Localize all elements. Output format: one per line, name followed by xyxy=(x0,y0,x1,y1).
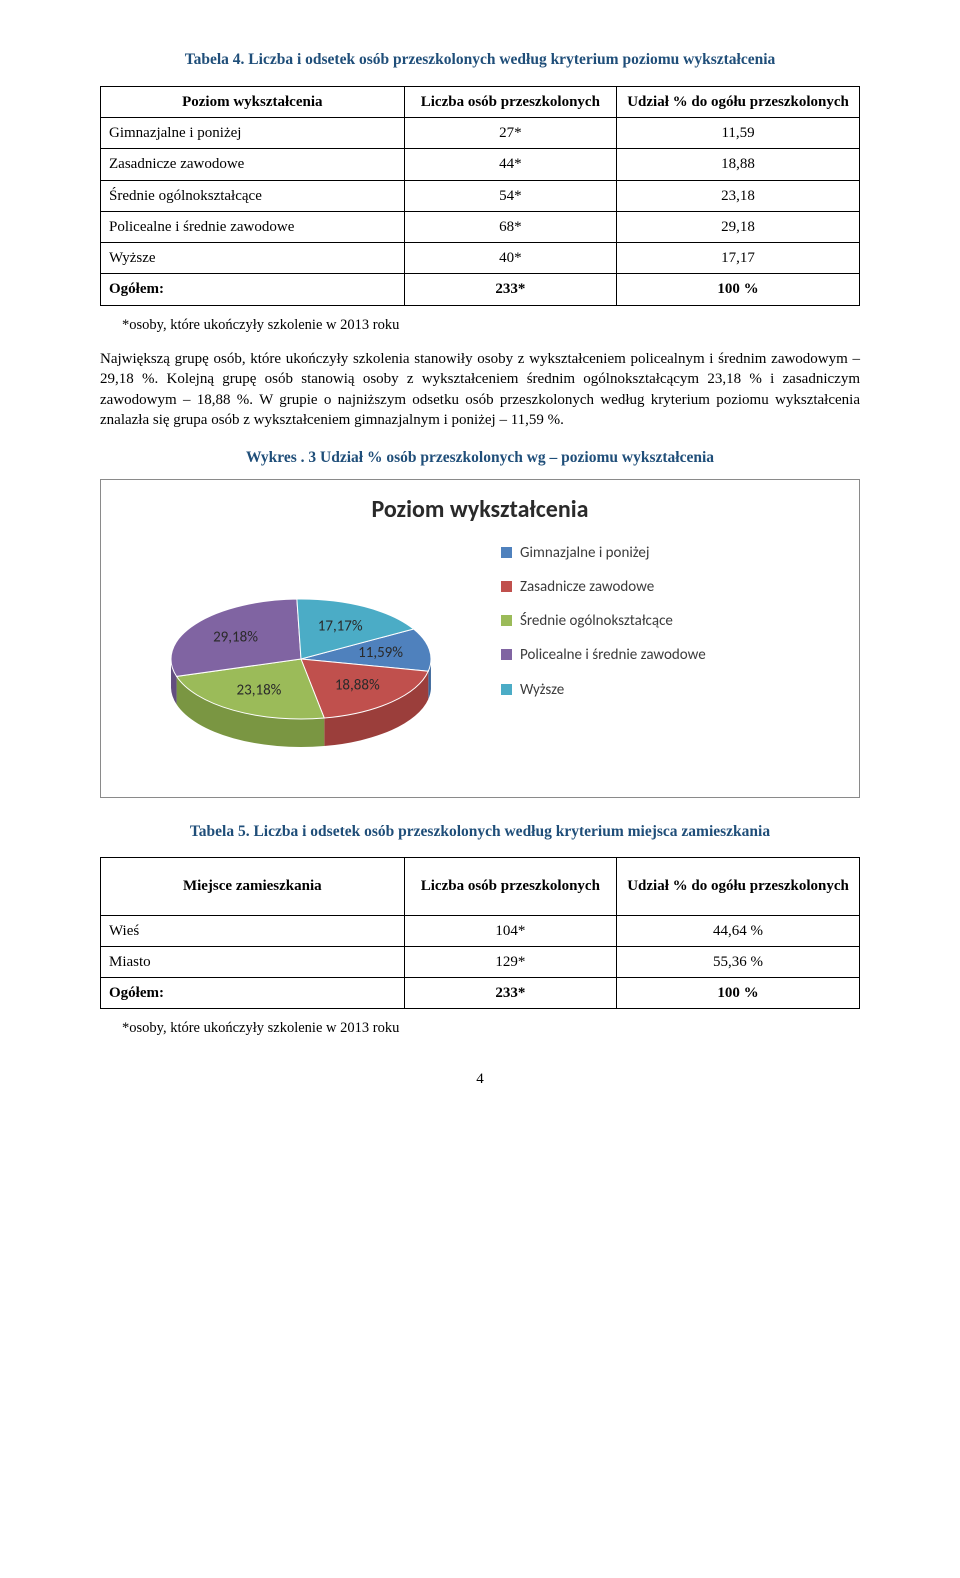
cell-label: Średnie ogólnokształcące xyxy=(101,180,405,211)
legend-swatch xyxy=(501,684,512,695)
analysis-paragraph: Największą grupę osób, które ukończyły s… xyxy=(100,349,860,430)
cell-label: Miasto xyxy=(101,946,405,977)
legend-label: Policealne i średnie zawodowe xyxy=(520,645,706,665)
legend-swatch xyxy=(501,547,512,558)
cell-label: Wieś xyxy=(101,915,405,946)
chart-container: Poziom wykształcenia 11,59% 18,88% 23,18% 2… xyxy=(100,479,860,797)
legend-item: Policealne i średnie zawodowe xyxy=(501,645,839,665)
pie-label: 11,59% xyxy=(358,644,403,662)
cell-count: 104* xyxy=(404,915,617,946)
cell-pct: 29,18 xyxy=(617,211,860,242)
legend-item: Wyższe xyxy=(501,680,839,700)
legend-swatch xyxy=(501,581,512,592)
cell-label: Wyższe xyxy=(101,243,405,274)
cell-count: 129* xyxy=(404,946,617,977)
table4-h2: Udział % do ogółu przeszkolonych xyxy=(617,86,860,117)
legend-item: Gimnazjalne i poniżej xyxy=(501,543,839,563)
table4-h1: Liczba osób przeszkolonych xyxy=(404,86,617,117)
table5-title: Tabela 5. Liczba i odsetek osób przeszko… xyxy=(100,822,860,843)
cell-count: 40* xyxy=(404,243,617,274)
table5: Miejsce zamieszkania Liczba osób przeszk… xyxy=(100,857,860,1009)
legend-label: Wyższe xyxy=(520,680,564,700)
cell-pct: 23,18 xyxy=(617,180,860,211)
legend-swatch xyxy=(501,649,512,660)
table-row: Wyższe40*17,17 xyxy=(101,243,860,274)
cell-label: Policealne i średnie zawodowe xyxy=(101,211,405,242)
cell-pct: 18,88 xyxy=(617,149,860,180)
cell-pct: 100 % xyxy=(617,274,860,305)
legend-label: Zasadnicze zawodowe xyxy=(520,577,654,597)
page-number: 4 xyxy=(100,1069,860,1089)
pie-label: 23,18% xyxy=(237,681,282,699)
pie-label: 18,88% xyxy=(335,676,380,694)
chart-legend: Gimnazjalne i poniżej Zasadnicze zawodowe… xyxy=(501,543,839,714)
table-row: Miasto129*55,36 % xyxy=(101,946,860,977)
table4-footnote: *osoby, które ukończyły szkolenie w 2013… xyxy=(122,316,860,336)
table-row: Wieś104*44,64 % xyxy=(101,915,860,946)
table5-footnote: *osoby, które ukończyły szkolenie w 2013… xyxy=(122,1019,860,1039)
legend-item: Średnie ogólnokształcące xyxy=(501,611,839,631)
cell-count: 27* xyxy=(404,118,617,149)
legend-swatch xyxy=(501,615,512,626)
table4: Poziom wykształcenia Liczba osób przeszk… xyxy=(100,86,860,306)
cell-label: Ogółem: xyxy=(101,978,405,1009)
cell-count: 233* xyxy=(404,978,617,1009)
chart-inner-title: Poziom wykształcenia xyxy=(121,494,839,526)
cell-label: Ogółem: xyxy=(101,274,405,305)
cell-pct: 17,17 xyxy=(617,243,860,274)
table-row: Ogółem:233*100 % xyxy=(101,978,860,1009)
chart-outer-title: Wykres . 3 Udział % osób przeszkolonych … xyxy=(100,448,860,469)
table-row: Ogółem:233*100 % xyxy=(101,274,860,305)
legend-item: Zasadnicze zawodowe xyxy=(501,577,839,597)
legend-label: Średnie ogólnokształcące xyxy=(520,611,673,631)
cell-pct: 100 % xyxy=(617,978,860,1009)
pie-label: 29,18% xyxy=(213,628,258,646)
cell-label: Zasadnicze zawodowe xyxy=(101,149,405,180)
pie-chart: 11,59% 18,88% 23,18% 29,18% 17,17% xyxy=(121,543,501,779)
table4-h0: Poziom wykształcenia xyxy=(101,86,405,117)
cell-pct: 11,59 xyxy=(617,118,860,149)
table-header-row: Poziom wykształcenia Liczba osób przeszk… xyxy=(101,86,860,117)
cell-count: 233* xyxy=(404,274,617,305)
table-header-row: Miejsce zamieszkania Liczba osób przeszk… xyxy=(101,858,860,915)
table-row: Zasadnicze zawodowe44*18,88 xyxy=(101,149,860,180)
cell-pct: 44,64 % xyxy=(617,915,860,946)
cell-pct: 55,36 % xyxy=(617,946,860,977)
cell-count: 54* xyxy=(404,180,617,211)
table-row: Gimnazjalne i poniżej27*11,59 xyxy=(101,118,860,149)
table4-title: Tabela 4. Liczba i odsetek osób przeszko… xyxy=(100,50,860,71)
cell-count: 44* xyxy=(404,149,617,180)
cell-label: Gimnazjalne i poniżej xyxy=(101,118,405,149)
table-row: Średnie ogólnokształcące54*23,18 xyxy=(101,180,860,211)
legend-label: Gimnazjalne i poniżej xyxy=(520,543,649,563)
table5-h2: Udział % do ogółu przeszkolonych xyxy=(617,858,860,915)
table5-h1: Liczba osób przeszkolonych xyxy=(404,858,617,915)
table5-h0: Miejsce zamieszkania xyxy=(101,858,405,915)
cell-count: 68* xyxy=(404,211,617,242)
pie-label: 17,17% xyxy=(318,617,363,635)
table-row: Policealne i średnie zawodowe68*29,18 xyxy=(101,211,860,242)
